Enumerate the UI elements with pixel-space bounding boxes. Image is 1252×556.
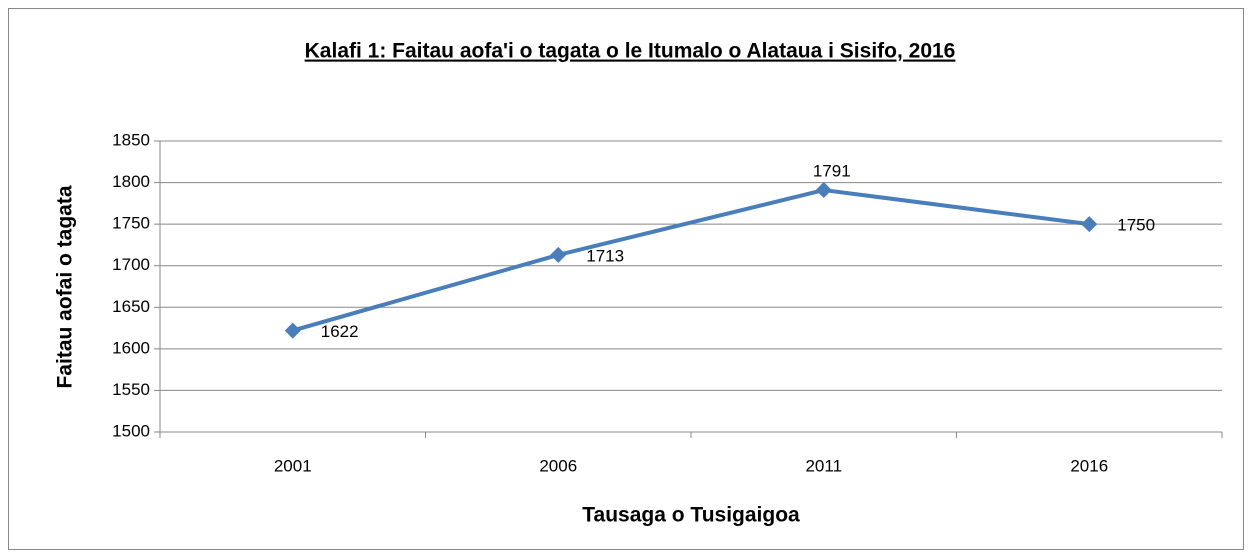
y-tick-label: 1700 [112,255,150,274]
y-tick-label: 1750 [112,214,150,233]
data-marker [284,322,301,339]
y-tick-label: 1600 [112,338,150,357]
x-tick-label: 2006 [539,456,577,475]
x-tick-label: 2011 [805,456,842,475]
data-line [292,188,1090,333]
y-tick-label: 1800 [112,172,150,191]
data-label: 1791 [813,162,851,181]
chart-title: Kalafi 1: Faitau aofa'i o tagata o le It… [305,40,956,63]
x-tick-label: 2016 [1070,456,1108,475]
data-label: 1750 [1117,216,1155,235]
y-tick-label: 1650 [112,297,150,316]
y-tick-label: 1500 [112,421,150,440]
y-tick-label: 1550 [112,380,150,399]
data-marker [550,246,567,263]
y-tick-label: 1850 [112,130,150,149]
y-axis-label: Faitau aofai o tagata [54,185,77,388]
data-label: 1713 [586,246,624,265]
chart-border [8,8,1244,550]
data-label: 1622 [321,322,359,341]
data-marker [1081,216,1098,233]
x-tick-label: 2001 [274,456,312,475]
x-axis-label: Tausaga o Tusigaigoa [582,504,800,527]
data-marker [815,182,832,199]
